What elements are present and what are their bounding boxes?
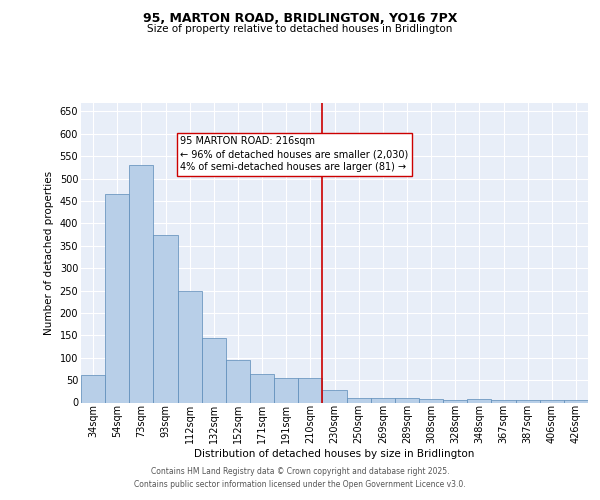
Bar — [81, 374, 105, 402]
Text: 95, MARTON ROAD, BRIDLINGTON, YO16 7PX: 95, MARTON ROAD, BRIDLINGTON, YO16 7PX — [143, 12, 457, 26]
Bar — [154, 234, 178, 402]
Bar — [371, 398, 395, 402]
Bar — [250, 374, 274, 402]
Text: Size of property relative to detached houses in Bridlington: Size of property relative to detached ho… — [148, 24, 452, 34]
Text: Contains public sector information licensed under the Open Government Licence v3: Contains public sector information licen… — [134, 480, 466, 489]
Bar — [419, 399, 443, 402]
Bar — [564, 400, 588, 402]
X-axis label: Distribution of detached houses by size in Bridlington: Distribution of detached houses by size … — [194, 449, 475, 459]
Bar — [515, 400, 540, 402]
Y-axis label: Number of detached properties: Number of detached properties — [44, 170, 54, 334]
Bar — [274, 378, 298, 402]
Bar — [347, 398, 371, 402]
Bar — [540, 400, 564, 402]
Bar — [395, 398, 419, 402]
Bar — [467, 400, 491, 402]
Bar — [491, 400, 515, 402]
Bar — [129, 165, 154, 402]
Bar — [226, 360, 250, 403]
Text: Contains HM Land Registry data © Crown copyright and database right 2025.: Contains HM Land Registry data © Crown c… — [151, 467, 449, 476]
Bar — [322, 390, 347, 402]
Bar — [105, 194, 129, 402]
Bar — [178, 290, 202, 403]
Bar — [298, 378, 322, 402]
Bar — [443, 400, 467, 402]
Bar — [202, 338, 226, 402]
Text: 95 MARTON ROAD: 216sqm
← 96% of detached houses are smaller (2,030)
4% of semi-d: 95 MARTON ROAD: 216sqm ← 96% of detached… — [180, 136, 408, 172]
